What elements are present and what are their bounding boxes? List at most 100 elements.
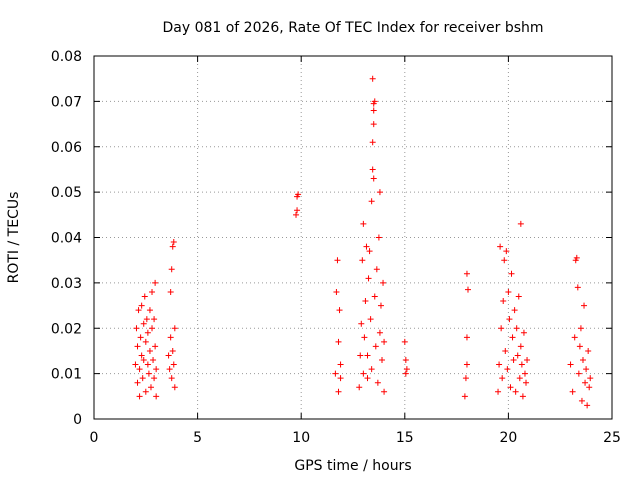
data-point bbox=[145, 370, 152, 377]
data-point bbox=[337, 361, 344, 368]
data-point bbox=[364, 375, 371, 382]
data-point bbox=[586, 384, 593, 391]
data-points bbox=[132, 75, 594, 409]
data-point bbox=[166, 366, 173, 373]
data-point bbox=[332, 370, 339, 377]
data-point bbox=[374, 379, 381, 386]
data-point bbox=[369, 166, 376, 173]
data-point bbox=[138, 352, 145, 359]
data-point bbox=[361, 334, 368, 341]
data-point bbox=[138, 302, 145, 309]
data-point bbox=[295, 191, 302, 198]
data-point bbox=[171, 325, 178, 332]
data-point bbox=[504, 366, 511, 373]
data-point bbox=[335, 338, 342, 345]
data-point bbox=[170, 361, 177, 368]
chart-title: Day 081 of 2026, Rate Of TEC Index for r… bbox=[162, 20, 543, 36]
data-point bbox=[377, 302, 384, 309]
data-point bbox=[149, 325, 156, 332]
data-point bbox=[335, 388, 342, 395]
data-point bbox=[577, 325, 584, 332]
data-point bbox=[151, 316, 158, 323]
data-point bbox=[139, 375, 146, 382]
x-tick-label: 20 bbox=[499, 430, 517, 446]
data-point bbox=[293, 211, 300, 218]
data-point bbox=[362, 298, 369, 305]
data-point bbox=[507, 384, 514, 391]
data-point bbox=[462, 375, 469, 382]
x-tick-label: 15 bbox=[396, 430, 414, 446]
data-point bbox=[369, 75, 376, 82]
data-point bbox=[376, 189, 383, 196]
data-point bbox=[463, 334, 470, 341]
data-point bbox=[372, 343, 379, 350]
data-point bbox=[379, 357, 386, 364]
data-point bbox=[496, 361, 503, 368]
data-point bbox=[513, 325, 520, 332]
data-point bbox=[519, 393, 526, 400]
data-point bbox=[403, 366, 410, 373]
data-point bbox=[516, 375, 523, 382]
data-point bbox=[582, 379, 589, 386]
data-point bbox=[576, 343, 583, 350]
data-point bbox=[133, 325, 140, 332]
data-point bbox=[170, 239, 177, 246]
data-point bbox=[503, 248, 510, 255]
data-point bbox=[575, 370, 582, 377]
data-point bbox=[579, 357, 586, 364]
data-point bbox=[370, 175, 377, 182]
data-point bbox=[500, 298, 507, 305]
data-point bbox=[523, 379, 530, 386]
data-point bbox=[380, 279, 387, 286]
data-point bbox=[573, 254, 580, 261]
data-point bbox=[151, 375, 158, 382]
data-point bbox=[508, 270, 515, 277]
data-point bbox=[137, 334, 144, 341]
y-tick-label: 0.02 bbox=[51, 321, 82, 337]
data-point bbox=[359, 257, 366, 264]
data-point bbox=[369, 139, 376, 146]
data-point bbox=[574, 284, 581, 291]
data-point bbox=[520, 329, 527, 336]
data-point bbox=[518, 361, 525, 368]
data-point bbox=[571, 334, 578, 341]
data-point bbox=[587, 375, 594, 382]
data-point bbox=[167, 334, 174, 341]
data-point bbox=[168, 266, 175, 273]
data-point bbox=[152, 343, 159, 350]
data-point bbox=[366, 248, 373, 255]
data-point bbox=[134, 379, 141, 386]
data-point bbox=[334, 257, 341, 264]
data-point bbox=[498, 325, 505, 332]
data-point bbox=[515, 293, 522, 300]
data-point bbox=[358, 320, 365, 327]
x-tick-label: 25 bbox=[603, 430, 621, 446]
data-point bbox=[167, 288, 174, 295]
data-point bbox=[169, 347, 176, 354]
data-point bbox=[357, 352, 364, 359]
x-tick-label: 10 bbox=[292, 430, 310, 446]
data-point bbox=[136, 393, 143, 400]
data-point bbox=[584, 402, 591, 409]
data-point bbox=[337, 375, 344, 382]
data-point bbox=[464, 286, 471, 293]
data-point bbox=[506, 316, 513, 323]
data-point bbox=[499, 375, 506, 382]
data-point bbox=[381, 338, 388, 345]
data-point bbox=[521, 370, 528, 377]
data-point bbox=[381, 388, 388, 395]
data-point bbox=[169, 243, 176, 250]
data-point bbox=[402, 357, 409, 364]
data-point bbox=[150, 357, 157, 364]
data-point bbox=[294, 207, 301, 214]
y-tick-label: 0 bbox=[73, 412, 82, 428]
data-point bbox=[401, 338, 408, 345]
data-point bbox=[143, 316, 150, 323]
data-point bbox=[371, 98, 378, 105]
data-point bbox=[356, 384, 363, 391]
y-tick-label: 0.01 bbox=[51, 367, 82, 383]
data-point bbox=[510, 357, 517, 364]
data-point bbox=[333, 288, 340, 295]
data-point bbox=[368, 198, 375, 205]
